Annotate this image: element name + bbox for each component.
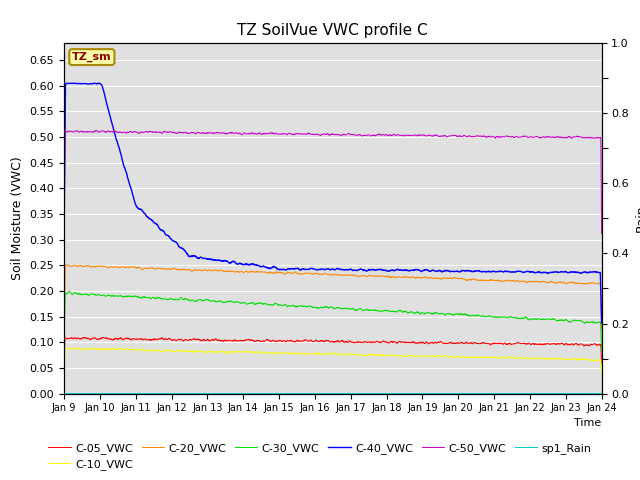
C-10_VWC — [550, 355, 558, 361]
Y-axis label: Soil Moisture (VWC): Soil Moisture (VWC) — [11, 156, 24, 280]
C-50_VWC — [91, 128, 99, 133]
C-50_VWC — [211, 131, 218, 137]
C-05_VWC — [349, 339, 356, 345]
C-20_VWC — [211, 267, 218, 273]
C-40_VWC — [90, 80, 98, 86]
sp1_Rain — [348, 391, 356, 396]
C-05_VWC — [598, 360, 605, 366]
C-30_VWC — [565, 319, 573, 325]
sp1_Rain — [210, 391, 218, 396]
C-30_VWC — [598, 348, 605, 354]
C-20_VWC — [598, 326, 605, 332]
C-20_VWC — [565, 280, 573, 286]
C-30_VWC — [60, 340, 68, 346]
Text: Time: Time — [574, 418, 602, 428]
C-20_VWC — [489, 277, 497, 283]
C-05_VWC — [360, 339, 368, 345]
C-10_VWC — [360, 353, 368, 359]
C-10_VWC — [489, 355, 497, 360]
C-50_VWC — [349, 132, 356, 137]
Text: TZ_sm: TZ_sm — [72, 52, 112, 62]
Title: TZ SoilVue VWC profile C: TZ SoilVue VWC profile C — [237, 23, 428, 38]
C-20_VWC — [60, 327, 68, 333]
C-10_VWC — [598, 370, 605, 375]
C-10_VWC — [211, 349, 218, 355]
C-10_VWC — [60, 368, 68, 374]
sp1_Rain — [60, 391, 68, 396]
C-40_VWC — [489, 268, 497, 274]
Line: C-30_VWC: C-30_VWC — [64, 291, 602, 351]
sp1_Rain — [360, 391, 367, 396]
C-50_VWC — [60, 260, 68, 265]
Line: C-40_VWC: C-40_VWC — [64, 83, 602, 323]
C-40_VWC — [211, 257, 218, 263]
C-05_VWC — [99, 335, 106, 340]
C-05_VWC — [489, 341, 497, 347]
Line: C-05_VWC: C-05_VWC — [64, 337, 602, 366]
C-30_VWC — [65, 288, 73, 294]
C-50_VWC — [565, 134, 573, 140]
C-20_VWC — [349, 273, 356, 278]
Legend: C-05_VWC, C-10_VWC, C-20_VWC, C-30_VWC, C-40_VWC, C-50_VWC, sp1_Rain: C-05_VWC, C-10_VWC, C-20_VWC, C-30_VWC, … — [44, 438, 596, 474]
C-20_VWC — [550, 280, 558, 286]
C-20_VWC — [63, 262, 70, 268]
C-40_VWC — [360, 267, 368, 273]
C-10_VWC — [349, 352, 356, 358]
Line: C-50_VWC: C-50_VWC — [64, 131, 602, 263]
C-05_VWC — [550, 341, 558, 347]
C-40_VWC — [565, 270, 573, 276]
C-30_VWC — [349, 306, 356, 312]
C-50_VWC — [360, 132, 368, 138]
C-50_VWC — [550, 134, 558, 140]
sp1_Rain — [598, 391, 605, 396]
C-05_VWC — [565, 342, 573, 348]
C-40_VWC — [60, 236, 68, 241]
C-05_VWC — [211, 337, 218, 343]
C-20_VWC — [360, 273, 368, 278]
sp1_Rain — [489, 391, 497, 396]
C-30_VWC — [550, 316, 558, 322]
C-40_VWC — [550, 269, 558, 275]
C-30_VWC — [489, 314, 497, 320]
C-50_VWC — [489, 133, 497, 139]
Line: C-10_VWC: C-10_VWC — [64, 348, 602, 372]
sp1_Rain — [550, 391, 558, 396]
C-40_VWC — [349, 267, 356, 273]
C-10_VWC — [67, 345, 74, 351]
C-05_VWC — [60, 363, 68, 369]
sp1_Rain — [565, 391, 573, 396]
Line: C-20_VWC: C-20_VWC — [64, 265, 602, 330]
C-10_VWC — [565, 357, 573, 362]
C-50_VWC — [598, 230, 605, 236]
C-30_VWC — [360, 307, 368, 313]
C-30_VWC — [211, 298, 218, 304]
Y-axis label: Rain: Rain — [635, 204, 640, 232]
C-40_VWC — [598, 320, 605, 326]
